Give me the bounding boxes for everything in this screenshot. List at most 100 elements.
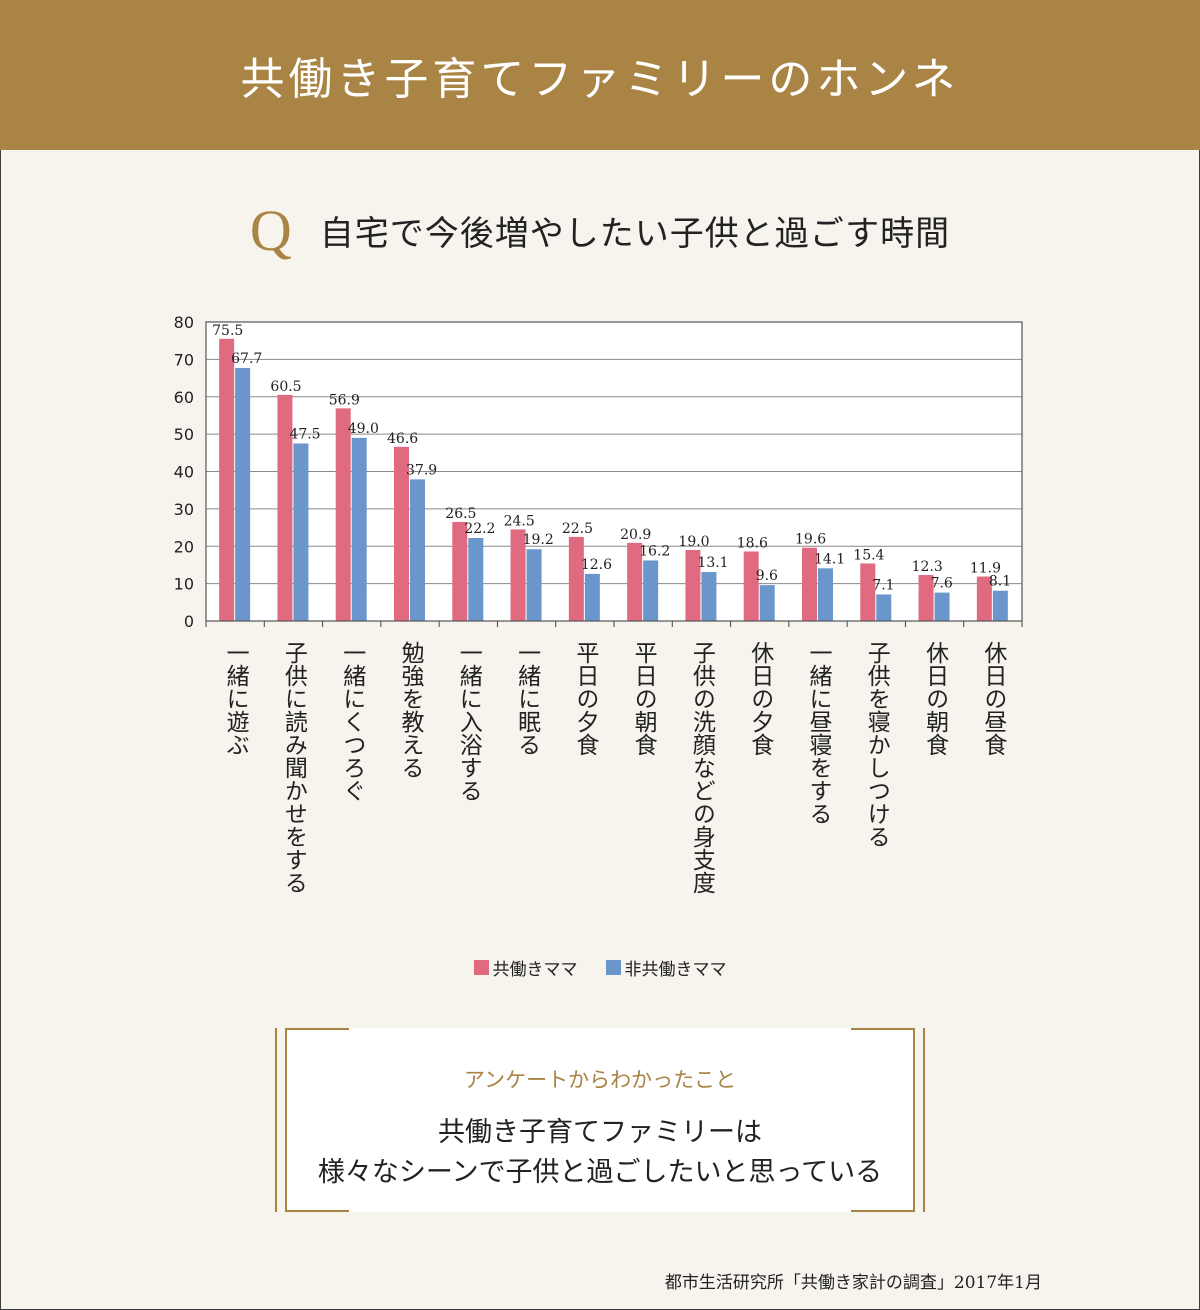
bar-working <box>976 576 992 621</box>
chart-legend: 共働きママ 非共働きママ <box>0 955 1200 980</box>
bar-working <box>802 547 817 621</box>
findings-line-1: 共働き子育てファミリーは <box>438 1117 762 1148</box>
data-label-nonworking: 47.5 <box>289 426 320 442</box>
data-label-working: 20.9 <box>620 527 651 543</box>
findings-inner-panel <box>285 1028 915 1212</box>
data-label-working: 24.5 <box>504 513 535 529</box>
legend-label-working: 共働きママ <box>492 959 578 980</box>
data-label-nonworking: 14.1 <box>814 551 845 567</box>
findings-line-2: 様々なシーンで子供と過ごしたいと思っている <box>317 1157 883 1188</box>
x-category-label: 休日の昼食 <box>980 641 1008 756</box>
data-label-working: 11.9 <box>970 561 1001 577</box>
findings-outer-border <box>275 1028 925 1212</box>
y-tick-label: 10 <box>174 575 194 594</box>
x-category-label: 平日の夕食 <box>572 641 600 756</box>
y-tick-label: 20 <box>174 537 194 556</box>
findings-label: アンケートからわかったこと <box>463 1068 737 1092</box>
x-category-label: 子供に読み聞かせをする <box>280 641 308 894</box>
bar-nonworking <box>992 590 1008 621</box>
bar-nonworking <box>526 549 542 621</box>
bar-nonworking <box>701 572 717 621</box>
data-label-nonworking: 67.7 <box>231 351 262 367</box>
findings-corner-line <box>851 1210 913 1212</box>
bar-working <box>743 551 759 621</box>
bar-working <box>918 575 934 621</box>
bar-working <box>277 394 293 621</box>
x-category-label: 勉強を教える <box>397 641 425 779</box>
findings-corner-line <box>851 1028 913 1030</box>
findings-box: アンケートからわかったこと 共働き子育てファミリーは 様々なシーンで子供と過ごし… <box>275 1028 925 1212</box>
x-category-label: 一緒に昼寝をする <box>805 641 833 825</box>
bar-working <box>685 549 701 621</box>
data-label-working: 12.3 <box>912 559 943 575</box>
bar-nonworking <box>410 479 425 621</box>
bar-nonworking <box>293 443 309 621</box>
x-category-label: 平日の朝食 <box>630 641 658 756</box>
data-label-working: 22.5 <box>562 521 593 537</box>
bar-nonworking <box>934 592 950 621</box>
x-category-label: 子供の洗顔などの身支度 <box>688 641 716 894</box>
data-label-nonworking: 16.2 <box>639 543 670 559</box>
legend-label-nonworking: 非共働きママ <box>624 959 727 980</box>
bar-nonworking <box>818 568 833 621</box>
data-label-working: 46.6 <box>387 431 418 447</box>
data-label-working: 75.5 <box>212 323 243 339</box>
x-category-label: 子供を寝かしつける <box>863 641 891 848</box>
y-tick-label: 40 <box>174 463 194 482</box>
y-tick-label: 50 <box>174 425 194 444</box>
x-category-label: 一緒に遊ぶ <box>222 641 250 756</box>
header-banner: 共働き子育てファミリーのホンネ <box>0 0 1200 150</box>
y-tick-label: 80 <box>174 313 194 332</box>
plot-border <box>205 321 1023 622</box>
bar-working <box>510 529 526 621</box>
findings-corner-line <box>287 1210 349 1212</box>
data-label-working: 56.9 <box>329 392 360 408</box>
data-label-nonworking: 49.0 <box>348 421 379 437</box>
question-text: 自宅で今後増やしたい子供と過ごす時間 <box>319 213 951 254</box>
source-citation: 都市生活研究所「共働き家計の調査」2017年1月 <box>664 1273 1042 1293</box>
data-label-nonworking: 7.6 <box>931 576 953 592</box>
bar-working <box>568 536 584 621</box>
data-label-nonworking: 19.2 <box>523 532 554 548</box>
bar-nonworking <box>468 538 484 621</box>
x-category-label: 一緒に入浴する <box>455 641 483 802</box>
legend-swatch-nonworking <box>605 959 621 975</box>
data-label-nonworking: 7.1 <box>872 577 894 593</box>
y-tick-label: 0 <box>184 612 194 631</box>
question-heading: Q 自宅で今後増やしたい子供と過ごす時間 <box>0 190 1200 270</box>
bar-chart: 0 10 20 30 40 50 60 70 80 75.5 60.5 56.9 46.6 26.5 24.… <box>174 313 1023 894</box>
legend-item-nonworking: 非共働きママ <box>605 955 727 980</box>
data-label-nonworking: 22.2 <box>464 521 495 537</box>
bar-nonworking <box>876 594 892 621</box>
data-label-nonworking: 12.6 <box>581 557 612 573</box>
bar-nonworking <box>759 585 775 621</box>
bar-working <box>335 408 351 621</box>
findings-corner-line <box>287 1028 349 1030</box>
data-label-nonworking: 9.6 <box>756 568 778 584</box>
data-label-working: 19.6 <box>795 532 826 548</box>
y-tick-label: 30 <box>174 500 194 519</box>
x-category-label: 一緒にくつろぐ <box>339 641 367 802</box>
bar-nonworking <box>235 367 251 621</box>
data-label-working: 18.6 <box>737 535 768 551</box>
bar-nonworking <box>643 560 659 621</box>
bar-working <box>860 563 876 621</box>
bar-nonworking <box>351 437 367 621</box>
y-tick-label: 70 <box>174 350 194 369</box>
page-title: 共働き子育てファミリーのホンネ <box>240 54 960 105</box>
data-label-working: 19.0 <box>678 534 709 550</box>
data-label-nonworking: 37.9 <box>406 462 437 478</box>
data-label-working: 60.5 <box>270 379 301 395</box>
y-tick-label: 60 <box>174 388 194 407</box>
x-category-label: 休日の朝食 <box>922 641 950 756</box>
x-category-label: 休日の夕食 <box>747 641 775 756</box>
question-mark: Q <box>249 197 292 263</box>
legend-item-working: 共働きママ <box>473 955 578 980</box>
bar-working <box>219 338 235 621</box>
legend-swatch-working <box>473 959 489 975</box>
bar-nonworking <box>584 573 600 621</box>
data-label-working: 15.4 <box>853 547 884 563</box>
bar-working <box>627 542 643 621</box>
data-label-working: 26.5 <box>445 506 476 522</box>
bar-working <box>452 521 468 621</box>
